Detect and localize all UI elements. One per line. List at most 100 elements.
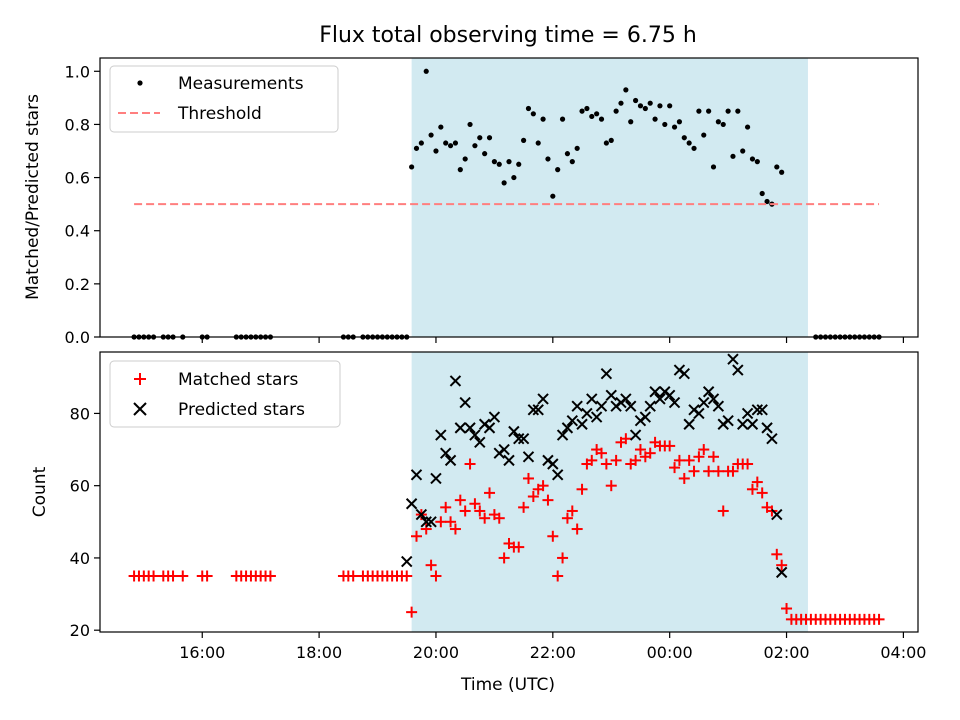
predicted-star-point-b: [581, 407, 593, 420]
predicted-star-point-b: [605, 389, 617, 402]
predicted-star-point-b: [702, 386, 715, 398]
matched-star-point: [717, 505, 729, 517]
predicted-star-point-b: [756, 404, 768, 416]
legend-threshold-label: Threshold: [177, 104, 262, 124]
predicted-star-point-b: [625, 400, 637, 412]
predicted-star-point-b: [741, 407, 754, 420]
matched-star-point: [518, 501, 530, 513]
measurement-point: [749, 156, 756, 162]
y-tick-label: 60: [70, 477, 90, 496]
predicted-star-point: [566, 414, 579, 427]
matched-star-point: [264, 570, 276, 582]
measurement-point: [433, 148, 439, 154]
measurement-point: [467, 121, 473, 128]
predicted-star-point: [654, 393, 666, 405]
predicted-star-point-b: [586, 393, 598, 405]
predicted-star-point-b: [590, 411, 603, 423]
predicted-star-point: [444, 454, 457, 467]
x-axis-label: Time (UTC): [460, 675, 555, 695]
matched-star-point: [742, 458, 754, 470]
predicted-star-point: [712, 400, 725, 412]
predicted-star-point-b: [678, 367, 690, 380]
predicted-star-point: [663, 389, 676, 402]
x-tick-label: 04:00: [880, 643, 926, 662]
measurement-point: [535, 140, 541, 146]
y-tick-label: 0.6: [65, 169, 90, 188]
predicted-star-point-b: [722, 414, 734, 427]
matched-star-point: [547, 530, 559, 542]
x-tick-label: 18:00: [296, 643, 342, 662]
predicted-star-point-b: [561, 422, 574, 434]
predicted-star-point: [537, 393, 549, 405]
measurement-point: [530, 111, 536, 117]
predicted-star-point-b: [547, 458, 559, 470]
matched-star-point: [771, 548, 783, 560]
shaded-observing-window: [411, 58, 808, 337]
matched-star-point: [148, 570, 160, 582]
predicted-star-point-b: [663, 389, 676, 402]
series-predicted-stars: [401, 353, 788, 579]
matched-star-point: [552, 570, 564, 582]
legend-measurements-label: Measurements: [178, 74, 304, 94]
predicted-star-point-b: [444, 454, 457, 467]
predicted-star-point: [590, 411, 603, 423]
predicted-star-point-b: [410, 469, 423, 481]
matched-star-point: [479, 512, 491, 524]
predicted-star-point-b: [527, 404, 540, 416]
x-tick-label: 20:00: [413, 643, 459, 662]
measurement-point: [452, 140, 459, 146]
matched-star-point: [542, 494, 554, 506]
predicted-star-point: [508, 425, 520, 438]
measurement-point: [545, 156, 551, 162]
x-tick-label: 22:00: [530, 643, 576, 662]
predicted-star-point: [469, 429, 481, 441]
predicted-star-point-b: [727, 353, 739, 365]
matched-star-point: [406, 606, 418, 618]
predicted-star-point-b: [712, 400, 725, 412]
matched-star-point: [469, 498, 481, 510]
y-tick-label: 40: [70, 549, 90, 568]
top-plot-area: 0.0 0.2 0.4 0.6 0.8 1.0: [65, 57, 919, 347]
matched-star-point: [440, 501, 452, 513]
matched-star-point: [669, 462, 681, 474]
measurement-point: [667, 103, 673, 109]
predicted-star-point: [625, 400, 637, 412]
measurement-point: [715, 119, 721, 125]
predicted-star-point: [401, 555, 413, 568]
measurement-point: [676, 119, 683, 125]
measurement-point: [486, 135, 493, 141]
measurement-point: [409, 164, 415, 170]
predicted-star-point-b: [595, 400, 608, 412]
predicted-star-point: [576, 418, 588, 430]
predicted-star-point: [522, 451, 535, 463]
predicted-star-point: [561, 422, 574, 434]
measurement-point: [491, 159, 497, 165]
predicted-star-point: [488, 411, 501, 423]
predicted-star-point: [532, 404, 544, 416]
predicted-star-point-b: [683, 418, 695, 430]
predicted-star-point-b: [620, 393, 632, 405]
predicted-star-point-b: [439, 447, 452, 459]
matched-star-point: [493, 512, 505, 524]
predicted-star-point: [761, 422, 773, 434]
measurement-point: [525, 105, 532, 112]
measurement-point: [428, 132, 434, 138]
matched-star-point: [698, 444, 710, 456]
predicted-star-point: [707, 393, 720, 405]
matched-star-point: [435, 516, 447, 528]
predicted-star-point: [474, 436, 486, 449]
matched-star-point: [201, 570, 213, 582]
y-tick-label: 20: [70, 621, 90, 640]
matched-star-point: [401, 570, 413, 582]
matched-star-point: [576, 483, 588, 495]
top-legend: Measurements Threshold: [109, 65, 339, 133]
measurement-point: [594, 111, 600, 117]
measurement-point: [701, 132, 707, 138]
predicted-star-point-b: [517, 433, 530, 445]
measurement-point: [744, 124, 751, 130]
predicted-star-point: [581, 407, 593, 420]
measurement-point: [511, 174, 517, 181]
legend-matched-label: Matched stars: [178, 370, 298, 390]
matched-star-point: [605, 480, 617, 492]
